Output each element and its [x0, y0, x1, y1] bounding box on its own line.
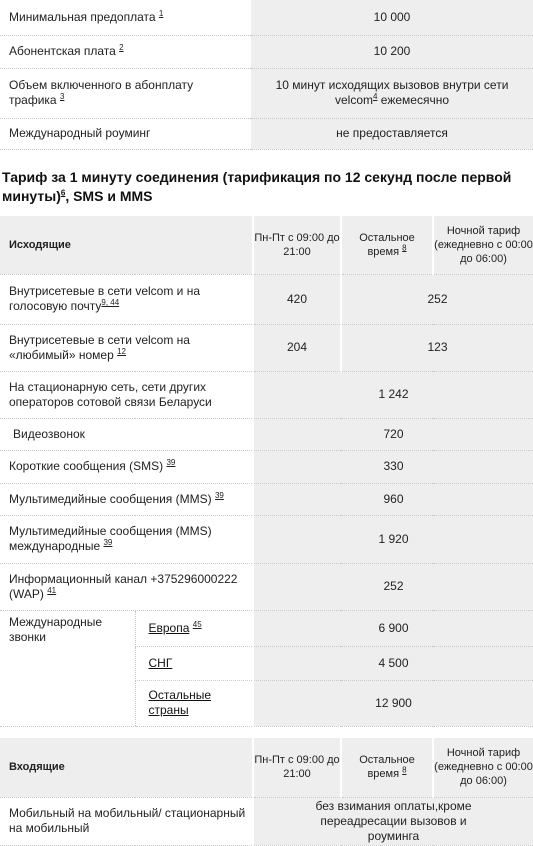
summary-row: Международный роуминг не предоставляется [0, 118, 533, 150]
rate-value: 252 [252, 563, 533, 611]
region-cell: Европа 45 [134, 610, 254, 647]
rate-value: 123 [340, 324, 533, 372]
footnote-link[interactable]: 45 [192, 619, 202, 629]
summary-value: 10 минут исходящих вызовов внутри сети ve… [251, 68, 533, 119]
row-label: Информационный канал +375296000222 (WAP)… [0, 563, 254, 611]
rate-value: 204 [252, 324, 342, 372]
rate-value: 960 [252, 483, 533, 516]
footnote-link[interactable]: 12 [117, 346, 126, 356]
outgoing-header-label: Исходящие [0, 216, 254, 275]
summary-label: Абонентская плата 2 [0, 35, 251, 69]
table-row: Внутрисетевые в сети velcom на «любимый»… [0, 324, 533, 372]
footnote-link[interactable]: 3 [59, 92, 65, 101]
table-row: СНГ 4 500 [0, 646, 533, 681]
region-cell: Остальные страны [134, 680, 254, 727]
summary-row: Минимальная предоплата 1 10 000 [0, 0, 533, 36]
summary-value: не предоставляется [251, 118, 533, 150]
footnote-link[interactable]: 1 [158, 8, 164, 18]
row-label: Мультимедийные сообщения (MMS) 39 [0, 483, 254, 516]
table-row: Внутрисетевые в сети velcom и на голосов… [0, 274, 533, 325]
table-row: Остальные страны 12 900 [0, 680, 533, 727]
row-label: Короткие сообщения (SMS) 39 [0, 450, 254, 484]
footnote-link[interactable]: 41 [47, 585, 57, 595]
region-link-cis[interactable]: СНГ [148, 655, 173, 670]
rate-value: 720 [252, 418, 533, 451]
rate-value: 1 242 [252, 371, 533, 419]
weekday-header: Пн-Пт с 09:00 до 21:00 [252, 738, 342, 798]
footnote-link[interactable]: 8 [402, 243, 407, 253]
table-row: Мультимедийные сообщения (MMS) 39 960 [0, 483, 533, 516]
region-cell: СНГ [134, 646, 254, 681]
incoming-header-label: Входящие [0, 738, 254, 798]
rate-value: 330 [252, 450, 533, 484]
night-header: Ночной тариф (ежедневно с 00:00 до 06:00… [432, 738, 533, 798]
row-label: Внутрисетевые в сети velcom и на голосов… [0, 274, 254, 325]
table-row: Мультимедийные сообщения (MMS) междунаро… [0, 515, 533, 564]
row-label: Внутрисетевые в сети velcom на «любимый»… [0, 324, 254, 372]
rate-value: 420 [252, 274, 342, 325]
region-link-other[interactable]: Остальные страны [148, 688, 212, 717]
table-row: Видеозвонок 720 [0, 418, 533, 451]
summary-value: 10 000 [251, 0, 533, 36]
row-label: Мобильный на мобильный/ стационарный на … [0, 797, 254, 846]
table-row: Информационный канал +375296000222 (WAP)… [0, 563, 533, 611]
section-title: Тариф за 1 минуту соединения (тарификаци… [2, 169, 512, 204]
table-row: На стационарную сеть, сети других операт… [0, 371, 533, 419]
row-label: Видеозвонок [0, 418, 254, 451]
outgoing-header-row: Исходящие Пн-Пт с 09:00 до 21:00 Остальн… [0, 216, 533, 275]
summary-label: Минимальная предоплата 1 [0, 0, 251, 36]
table-row: Мобильный на мобильный/ стационарный на … [0, 797, 533, 846]
rates-table: Исходящие Пн-Пт с 09:00 до 21:00 Остальн… [0, 216, 533, 846]
offpeak-header: Остальное время 8 [340, 738, 434, 798]
row-label: Мультимедийные сообщения (MMS) междунаро… [0, 515, 254, 564]
weekday-header: Пн-Пт с 09:00 до 21:00 [252, 216, 342, 275]
offpeak-header: Остальное время 8 [340, 216, 434, 275]
footnote-link[interactable]: 39 [103, 538, 113, 547]
footnote-link[interactable]: 9, 44 [101, 298, 120, 307]
rate-value: 4 500 [252, 646, 533, 681]
table-row: Международные звонки Европа 45 6 900 [0, 610, 533, 727]
footnote-link[interactable]: 4 [373, 92, 378, 101]
summary-value: 10 200 [251, 35, 533, 69]
tariff-summary-table: Минимальная предоплата 1 10 000 Абонентс… [0, 0, 533, 150]
footnote-link[interactable]: 39 [166, 458, 176, 467]
region-link-europe[interactable]: Европа [148, 620, 190, 635]
footnote-link[interactable]: 8 [402, 765, 407, 775]
rate-value: 12 900 [252, 680, 533, 727]
summary-row: Объем включенного в абонплату трафика 3 1… [0, 68, 533, 119]
summary-row: Абонентская плата 2 10 200 [0, 35, 533, 69]
footnote-link[interactable]: 6 [60, 188, 66, 198]
rate-value: 252 [340, 274, 533, 325]
international-label: Международные звонки [0, 610, 135, 727]
footnote-link[interactable]: 39 [214, 490, 224, 500]
night-header: Ночной тариф (ежедневно с 00:00 до 06:00… [432, 216, 533, 275]
incoming-header-row: Входящие Пн-Пт с 09:00 до 21:00 Остально… [0, 738, 533, 798]
footnote-link[interactable]: 2 [119, 43, 124, 52]
summary-label: Международный роуминг [0, 118, 251, 150]
rate-value: без взимания оплаты,кроме переадресации … [252, 797, 533, 846]
table-row: Короткие сообщения (SMS) 39 330 [0, 450, 533, 484]
rate-value: 1 920 [252, 515, 533, 564]
summary-label: Объем включенного в абонплату трафика 3 [0, 68, 251, 119]
rate-value: 6 900 [252, 610, 533, 647]
row-label: На стационарную сеть, сети других операт… [0, 371, 254, 419]
